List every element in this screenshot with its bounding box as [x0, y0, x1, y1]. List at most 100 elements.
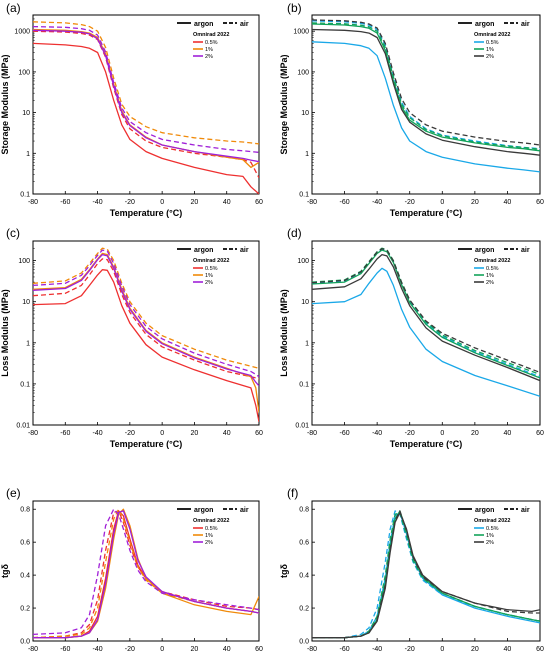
x-tick-label: 0 [440, 430, 444, 437]
x-tick-label: -80 [307, 199, 317, 206]
x-tick-label: -80 [28, 430, 38, 437]
legend-air-label: air [521, 247, 530, 254]
legend-group-title: Omnirad 2022 [474, 258, 510, 264]
series-group [312, 247, 540, 397]
x-tick-label: -40 [372, 199, 382, 206]
y-tick-label: 0.1 [299, 192, 309, 199]
x-tick-label: -80 [28, 646, 38, 653]
x-tick-label: 60 [255, 646, 263, 653]
series-line-1pct-air [33, 21, 259, 145]
y-tick-label: 0.01 [16, 423, 30, 430]
x-tick-label: 20 [471, 199, 479, 206]
plot-frame [311, 14, 541, 195]
y-tick-label: 1 [26, 151, 30, 158]
legend-air-label: air [240, 21, 249, 28]
legend-conc-label: 0.5% [486, 526, 499, 532]
legend-conc-label: 0.5% [205, 40, 218, 46]
x-tick-label: 20 [191, 646, 199, 653]
y-tick-label: 10 [22, 299, 30, 306]
x-tick-label: 60 [536, 199, 544, 206]
y-tick-label: 1 [305, 340, 309, 347]
y-tick-label: 0.4 [299, 573, 309, 580]
series-line-2pct-air [33, 508, 259, 636]
y-tick-label: 10 [301, 110, 309, 117]
y-tick-label: 0.0 [299, 639, 309, 646]
x-tick-label: -40 [372, 430, 382, 437]
legend: argon air Omnirad 2022 0.5%1%2% [458, 247, 530, 286]
x-tick-label: 60 [536, 646, 544, 653]
plot-frame [32, 500, 260, 642]
x-tick-label: -20 [405, 199, 415, 206]
series-line-1pct-air [33, 247, 259, 369]
legend-conc-label: 1% [205, 533, 213, 539]
x-tick-label: -60 [60, 646, 70, 653]
series-group [33, 247, 259, 422]
series-line-1pct-argon [312, 249, 540, 379]
legend-argon-label: argon [475, 21, 494, 28]
panel-tag: (e) [6, 486, 21, 500]
y-axis-title: Loss Modulus (MPa) [279, 289, 289, 377]
y-tick-label: 0.1 [20, 381, 30, 388]
panel-tag: (f) [287, 486, 298, 500]
x-tick-label: -40 [93, 430, 103, 437]
y-tick-label: 0.0 [20, 639, 30, 646]
x-tick-label: -80 [307, 646, 317, 653]
x-axis-title: Temperature (°C) [110, 439, 182, 449]
x-tick-label: 60 [255, 199, 263, 206]
x-tick-label: -60 [340, 646, 350, 653]
legend-group-title: Omnirad 2022 [193, 258, 229, 264]
legend-conc-label: 2% [486, 54, 494, 60]
x-tick-label: 20 [471, 430, 479, 437]
y-tick-label: 0.1 [20, 192, 30, 199]
legend: argon air Omnirad 2022 0.5%1%2% [458, 21, 530, 60]
y-tick-label: 1000 [293, 29, 309, 36]
panel-tag: (d) [287, 226, 302, 240]
panel-tag: (b) [287, 1, 302, 15]
y-tick-label: 0.6 [299, 540, 309, 547]
x-tick-label: 40 [223, 430, 231, 437]
y-axis-title: tgδ [279, 563, 289, 577]
panel-tag: (a) [6, 1, 21, 15]
series-line-2pct-argon [33, 510, 259, 639]
series-line-0-5pct-argon [33, 42, 259, 194]
legend-conc-label: 2% [486, 540, 494, 546]
y-tick-label: 100 [297, 69, 309, 76]
y-tick-label: 1 [26, 340, 30, 347]
y-tick-label: 0.1 [299, 381, 309, 388]
chart-panel-3: (d) -80 -60 -40 -20 0 20 40 60 0.01 0.1 1 10 100 Tempe… [279, 226, 544, 449]
x-tick-label: 20 [471, 646, 479, 653]
x-tick-label: 0 [160, 646, 164, 653]
x-tick-label: -20 [125, 646, 135, 653]
x-axis-title: Temperature (°C) [390, 208, 462, 218]
legend-argon-label: argon [475, 247, 494, 254]
plot-frame [311, 500, 541, 642]
y-axis-title: tgδ [0, 563, 10, 577]
legend: argon air Omnirad 2022 0.5%1%2% [177, 21, 249, 60]
y-tick-label: 100 [18, 258, 30, 265]
chart-panel-5: (f) -80 -60 -40 -20 0 20 40 60 0.0 0.2 0.4 0.6 0.8 tgδ… [279, 486, 544, 653]
legend-argon-label: argon [475, 507, 494, 514]
series-line-2pct-air [33, 25, 259, 154]
series-line-0-5pct-argon [33, 269, 259, 422]
series-line-2pct-air [312, 248, 540, 374]
y-tick-label: 100 [18, 69, 30, 76]
x-tick-label: 60 [255, 430, 263, 437]
y-tick-label: 1 [305, 151, 309, 158]
plot-frame [32, 240, 260, 426]
y-tick-label: 0.2 [20, 606, 30, 613]
y-tick-label: 0.8 [299, 507, 309, 514]
plot-frame [32, 14, 260, 195]
legend: argon air Omnirad 2022 0.5%1%2% [177, 247, 249, 286]
legend: argon air Omnirad 2022 0.5%1%2% [177, 507, 249, 546]
legend-conc-label: 2% [205, 54, 213, 60]
x-tick-label: -60 [60, 430, 70, 437]
x-tick-label: 40 [504, 199, 512, 206]
legend-argon-label: argon [194, 247, 213, 254]
panel-tag: (c) [6, 226, 20, 240]
y-axis-title: Loss Modulus (MPa) [0, 289, 10, 377]
series-line-0-5pct-air [33, 258, 259, 380]
x-tick-label: 40 [504, 646, 512, 653]
legend-conc-label: 0.5% [205, 526, 218, 532]
x-tick-label: -40 [372, 646, 382, 653]
